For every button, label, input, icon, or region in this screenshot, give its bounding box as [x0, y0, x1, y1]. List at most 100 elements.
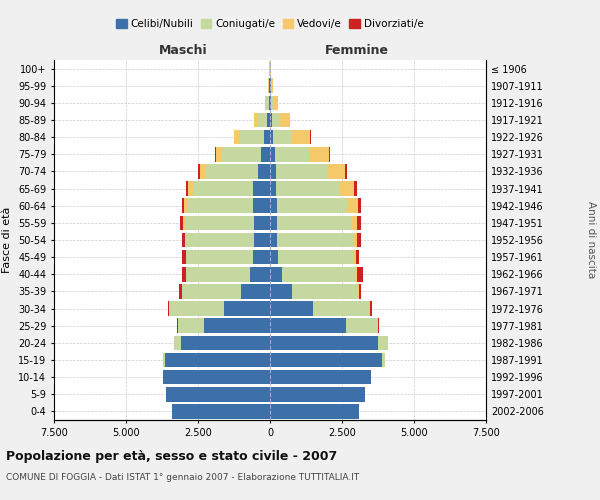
Bar — [223, 147, 262, 162]
Bar — [241, 130, 264, 144]
Bar — [378, 336, 388, 350]
Bar — [266, 96, 269, 110]
Bar — [241, 284, 270, 298]
Bar — [267, 112, 270, 128]
Bar — [271, 96, 273, 110]
Bar — [178, 318, 204, 333]
Bar — [273, 96, 278, 110]
Text: Femmine: Femmine — [325, 44, 388, 57]
Bar — [309, 147, 329, 162]
Bar — [264, 130, 270, 144]
Bar — [269, 78, 270, 93]
Bar — [200, 164, 206, 178]
Bar — [382, 352, 385, 368]
Bar — [181, 336, 270, 350]
Text: Maschi: Maschi — [159, 44, 208, 57]
Bar — [185, 232, 187, 248]
Bar — [270, 336, 378, 350]
Bar — [273, 130, 292, 144]
Bar — [187, 250, 253, 264]
Bar — [370, 302, 371, 316]
Bar — [204, 318, 270, 333]
Bar — [184, 198, 187, 213]
Bar — [257, 164, 270, 178]
Bar — [272, 112, 280, 128]
Bar — [175, 336, 181, 350]
Bar — [262, 147, 270, 162]
Bar — [165, 352, 270, 368]
Bar — [216, 147, 223, 162]
Bar — [270, 232, 277, 248]
Bar — [270, 130, 273, 144]
Text: Anni di nascita: Anni di nascita — [586, 202, 596, 278]
Bar — [270, 387, 365, 402]
Bar — [352, 216, 357, 230]
Bar — [346, 164, 347, 178]
Bar — [182, 267, 186, 281]
Bar — [180, 216, 183, 230]
Bar — [277, 198, 347, 213]
Bar — [250, 267, 270, 281]
Bar — [254, 216, 270, 230]
Text: Popolazione per età, sesso e stato civile - 2007: Popolazione per età, sesso e stato civil… — [6, 450, 337, 463]
Bar — [164, 352, 165, 368]
Text: COMUNE DI FOGGIA - Dati ISTAT 1° gennaio 2007 - Elaborazione TUTTITALIA.IT: COMUNE DI FOGGIA - Dati ISTAT 1° gennaio… — [6, 472, 359, 482]
Bar — [313, 302, 370, 316]
Bar — [187, 232, 254, 248]
Bar — [358, 198, 361, 213]
Bar — [234, 130, 241, 144]
Bar — [168, 302, 169, 316]
Bar — [356, 250, 359, 264]
Bar — [282, 267, 356, 281]
Bar — [186, 182, 188, 196]
Bar — [278, 250, 353, 264]
Bar — [187, 198, 253, 213]
Bar — [253, 250, 270, 264]
Bar — [292, 130, 310, 144]
Bar — [270, 198, 277, 213]
Bar — [253, 198, 270, 213]
Bar — [270, 216, 277, 230]
Bar — [271, 78, 273, 93]
Bar — [270, 164, 276, 178]
Bar — [270, 318, 346, 333]
Bar — [254, 112, 258, 128]
Bar — [328, 164, 346, 178]
Bar — [270, 352, 382, 368]
Bar — [353, 232, 357, 248]
Bar — [270, 370, 371, 384]
Bar — [269, 96, 270, 110]
Bar — [254, 232, 270, 248]
Bar — [292, 284, 358, 298]
Bar — [182, 232, 185, 248]
Bar — [276, 164, 328, 178]
Bar — [357, 232, 361, 248]
Bar — [270, 404, 359, 418]
Bar — [270, 112, 272, 128]
Bar — [193, 182, 253, 196]
Bar — [172, 404, 270, 418]
Bar — [187, 267, 250, 281]
Bar — [206, 164, 257, 178]
Bar — [358, 284, 359, 298]
Bar — [224, 302, 270, 316]
Bar — [182, 250, 186, 264]
Bar — [186, 250, 187, 264]
Bar — [198, 164, 200, 178]
Bar — [277, 216, 352, 230]
Bar — [253, 182, 270, 196]
Bar — [277, 232, 353, 248]
Bar — [182, 284, 241, 298]
Bar — [182, 198, 184, 213]
Bar — [329, 147, 330, 162]
Bar — [270, 267, 282, 281]
Bar — [270, 96, 271, 110]
Bar — [169, 302, 224, 316]
Bar — [357, 267, 362, 281]
Legend: Celibi/Nubili, Coniugati/e, Vedovi/e, Divorziati/e: Celibi/Nubili, Coniugati/e, Vedovi/e, Di… — [112, 15, 428, 33]
Bar — [353, 250, 356, 264]
Y-axis label: Fasce di età: Fasce di età — [2, 207, 13, 273]
Bar — [215, 147, 216, 162]
Bar — [163, 370, 270, 384]
Bar — [270, 147, 275, 162]
